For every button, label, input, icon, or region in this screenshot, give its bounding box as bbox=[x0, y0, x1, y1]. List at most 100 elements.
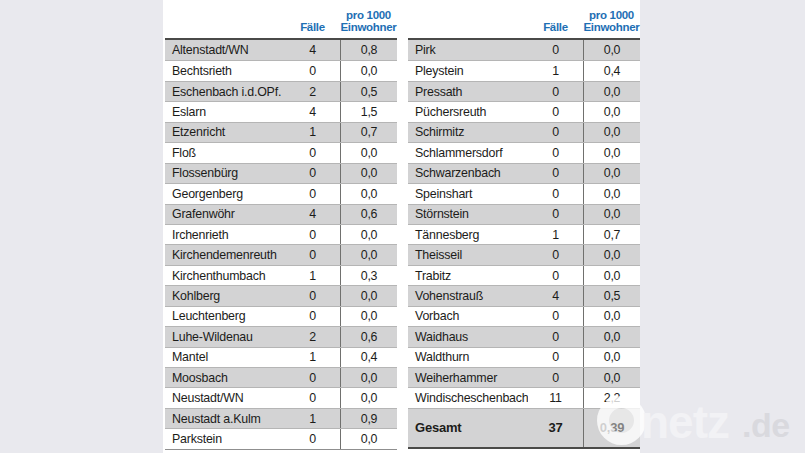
cases-value: 0 bbox=[528, 125, 583, 139]
rate-value: 0,0 bbox=[340, 429, 397, 448]
rate-value: 0,0 bbox=[583, 82, 640, 101]
municipality-name: Waldthurn bbox=[408, 350, 528, 364]
table-row: Pleystein 1 0,4 bbox=[408, 60, 640, 80]
table-row: Waldthurn 0 0,0 bbox=[408, 347, 640, 367]
municipality-name: Püchersreuth bbox=[408, 105, 528, 119]
cases-value: 0 bbox=[528, 248, 583, 262]
rate-value: 0,5 bbox=[583, 286, 640, 305]
municipality-name: Altenstadt/WN bbox=[165, 43, 285, 57]
rate-value: 0,4 bbox=[340, 348, 397, 367]
municipality-name: Grafenwöhr bbox=[165, 207, 285, 221]
table-row: Etzenricht 1 0,7 bbox=[165, 122, 397, 142]
cases-table-right: Fälle pro 1000 Einwohner Pirk 0 0,0 Pley… bbox=[408, 0, 640, 449]
rate-value: 2,2 bbox=[583, 388, 640, 407]
rate-value: 0,0 bbox=[340, 61, 397, 80]
cases-value: 0 bbox=[285, 248, 340, 262]
table-row: Leuchtenberg 0 0,0 bbox=[165, 306, 397, 326]
table-row: Schlammersdorf 0 0,0 bbox=[408, 142, 640, 162]
cases-value: 0 bbox=[528, 187, 583, 201]
rate-value: 0,0 bbox=[340, 245, 397, 264]
municipality-name: Windischeschenbach bbox=[408, 391, 528, 405]
table-row: Flossenbürg 0 0,0 bbox=[165, 163, 397, 183]
table-row: Speinshart 0 0,0 bbox=[408, 183, 640, 203]
table-row: Neustadt a.Kulm 1 0,9 bbox=[165, 408, 397, 428]
table-row: Moosbach 0 0,0 bbox=[165, 367, 397, 387]
rate-value: 0,0 bbox=[583, 307, 640, 326]
municipality-name: Eslarn bbox=[165, 105, 285, 119]
total-cases-value: 37 bbox=[528, 420, 583, 435]
rate-value: 0,0 bbox=[340, 307, 397, 326]
municipality-name: Schlammersdorf bbox=[408, 146, 528, 160]
column-header-rate-line1: pro 1000 bbox=[583, 10, 640, 22]
column-header-rate: pro 1000 Einwohner bbox=[340, 10, 397, 33]
table-row: Weiherhammer 0 0,0 bbox=[408, 367, 640, 387]
table-row: Pirk 0 0,0 bbox=[408, 40, 640, 60]
cases-value: 0 bbox=[528, 105, 583, 119]
rate-value: 0,9 bbox=[340, 409, 397, 428]
column-header-cases: Fälle bbox=[285, 22, 340, 34]
column-header-cases: Fälle bbox=[528, 22, 583, 34]
municipality-name: Kirchendemenreuth bbox=[165, 248, 285, 262]
cases-value: 1 bbox=[285, 125, 340, 139]
table-row: Püchersreuth 0 0,0 bbox=[408, 101, 640, 121]
cases-value: 0 bbox=[528, 207, 583, 221]
rate-value: 0,7 bbox=[583, 225, 640, 244]
cases-value: 0 bbox=[285, 391, 340, 405]
municipality-name: Etzenricht bbox=[165, 125, 285, 139]
rate-value: 1,5 bbox=[340, 102, 397, 121]
total-label: Gesamt bbox=[408, 420, 528, 435]
cases-value: 4 bbox=[285, 105, 340, 119]
cases-value: 0 bbox=[285, 166, 340, 180]
cases-value: 0 bbox=[528, 371, 583, 385]
municipality-name: Weiherhammer bbox=[408, 371, 528, 385]
municipality-name: Trabitz bbox=[408, 269, 528, 283]
watermark-netz-text: netz bbox=[641, 405, 729, 440]
cases-value: 0 bbox=[528, 269, 583, 283]
municipality-name: Waidhaus bbox=[408, 330, 528, 344]
rate-value: 0,6 bbox=[340, 205, 397, 224]
cases-value: 1 bbox=[528, 64, 583, 78]
rate-value: 0,0 bbox=[340, 225, 397, 244]
municipality-name: Störnstein bbox=[408, 207, 528, 221]
cases-value: 0 bbox=[285, 187, 340, 201]
cases-value: 11 bbox=[528, 391, 583, 405]
cases-value: 0 bbox=[285, 64, 340, 78]
table-row: Schirmitz 0 0,0 bbox=[408, 122, 640, 142]
rate-value: 0,0 bbox=[583, 245, 640, 264]
column-header-rate-line2: Einwohner bbox=[340, 22, 397, 34]
cases-value: 1 bbox=[285, 412, 340, 426]
rate-value: 0,0 bbox=[340, 164, 397, 183]
cases-value: 1 bbox=[285, 350, 340, 364]
cases-value: 0 bbox=[528, 85, 583, 99]
table-rows: Pirk 0 0,0 Pleystein 1 0,4 Pressath 0 0,… bbox=[408, 38, 640, 408]
municipality-name: Parkstein bbox=[165, 432, 285, 446]
rate-value: 0,0 bbox=[583, 205, 640, 224]
table-row: Georgenberg 0 0,0 bbox=[165, 183, 397, 203]
municipality-name: Kirchenthumbach bbox=[165, 269, 285, 283]
cases-value: 0 bbox=[285, 289, 340, 303]
municipality-name: Pressath bbox=[408, 85, 528, 99]
cases-value: 0 bbox=[528, 350, 583, 364]
table-row: Kirchenthumbach 1 0,3 bbox=[165, 265, 397, 285]
rate-value: 0,3 bbox=[340, 266, 397, 285]
municipality-name: Bechtsrieth bbox=[165, 64, 285, 78]
cases-value: 4 bbox=[528, 289, 583, 303]
table-row: Trabitz 0 0,0 bbox=[408, 265, 640, 285]
table-row: Bechtsrieth 0 0,0 bbox=[165, 60, 397, 80]
municipality-name: Moosbach bbox=[165, 371, 285, 385]
municipality-name: Kohlberg bbox=[165, 289, 285, 303]
municipality-name: Neustadt/WN bbox=[165, 391, 285, 405]
rate-value: 0,0 bbox=[340, 143, 397, 162]
table-row: Grafenwöhr 4 0,6 bbox=[165, 204, 397, 224]
rate-value: 0,4 bbox=[583, 61, 640, 80]
municipality-name: Schwarzenbach bbox=[408, 166, 528, 180]
municipality-name: Irchenrieth bbox=[165, 228, 285, 242]
rate-value: 0,0 bbox=[583, 164, 640, 183]
rate-value: 0,0 bbox=[583, 266, 640, 285]
municipality-name: Eschenbach i.d.OPf. bbox=[165, 85, 285, 99]
table-row: Altenstadt/WN 4 0,8 bbox=[165, 40, 397, 60]
cases-value: 0 bbox=[285, 228, 340, 242]
cases-value: 4 bbox=[285, 207, 340, 221]
table-row: Störnstein 0 0,0 bbox=[408, 204, 640, 224]
column-header-rate-line2: Einwohner bbox=[583, 22, 640, 34]
